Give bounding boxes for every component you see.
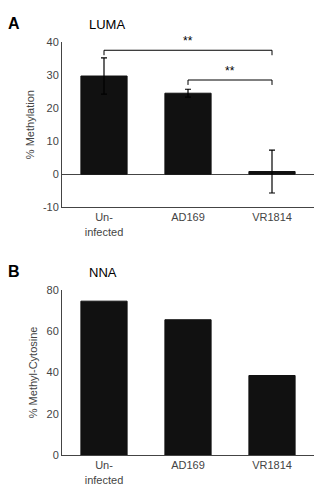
svg-text:60: 60 [47,325,59,337]
svg-text:0: 0 [53,168,59,180]
svg-text:80: 80 [47,284,59,296]
svg-text:% Methylation: % Methylation [24,90,36,159]
svg-text:30: 30 [47,69,59,81]
svg-text:Un-infected: Un-infected [85,459,124,485]
svg-text:40: 40 [47,366,59,378]
svg-text:10: 10 [47,135,59,147]
svg-text:VR1814: VR1814 [252,459,292,471]
svg-text:-10: -10 [43,201,59,213]
svg-text:0: 0 [53,449,59,461]
svg-text:20: 20 [47,408,59,420]
svg-text:A: A [8,15,20,32]
svg-text:AD169: AD169 [171,459,205,471]
svg-text:AD169: AD169 [171,211,205,223]
svg-text:VR1814: VR1814 [252,211,292,223]
svg-text:NNA: NNA [89,265,117,280]
svg-text:**: ** [225,64,235,78]
svg-text:LUMA: LUMA [89,17,125,32]
svg-text:**: ** [183,34,193,48]
svg-text:% Methyl-Cytosine: % Methyl-Cytosine [27,327,39,419]
svg-text:40: 40 [47,36,59,48]
svg-text:B: B [8,263,20,280]
svg-text:Un-infected: Un-infected [85,211,124,237]
svg-text:20: 20 [47,102,59,114]
